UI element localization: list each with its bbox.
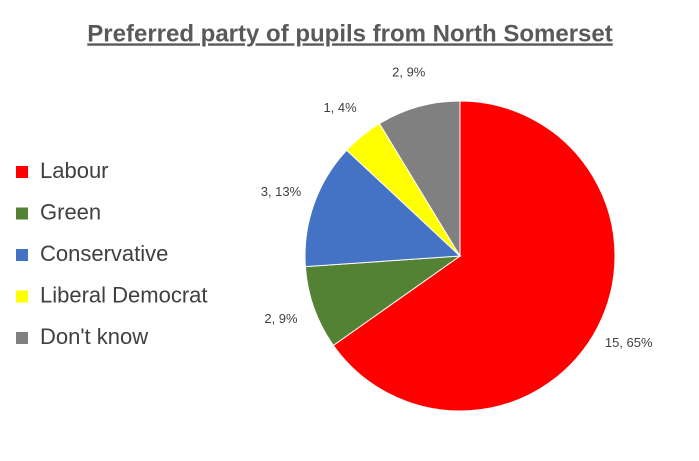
legend-label: Conservative <box>40 241 168 266</box>
data-label: 3, 13% <box>261 184 302 199</box>
legend-swatch <box>16 249 28 261</box>
pie-slice <box>378 100 461 258</box>
data-label: 2, 9% <box>392 64 426 79</box>
legend-swatch <box>16 207 28 220</box>
legend-swatch <box>16 290 28 303</box>
pie-slice <box>304 255 462 347</box>
legend-label: Labour <box>40 158 109 183</box>
pie-slice <box>304 149 462 268</box>
data-label: 2, 9% <box>264 311 298 326</box>
data-label: 15, 65% <box>605 335 653 350</box>
legend-label: Don't know <box>40 324 148 349</box>
data-label: 1, 4% <box>323 100 357 115</box>
chart-title: Preferred party of pupils from North Som… <box>87 20 612 47</box>
pie-slice <box>332 100 616 412</box>
legend-swatch <box>16 166 28 178</box>
legend-label: Liberal Democrat <box>40 282 208 307</box>
legend-swatch <box>16 332 28 344</box>
legend-label: Green <box>40 199 101 224</box>
